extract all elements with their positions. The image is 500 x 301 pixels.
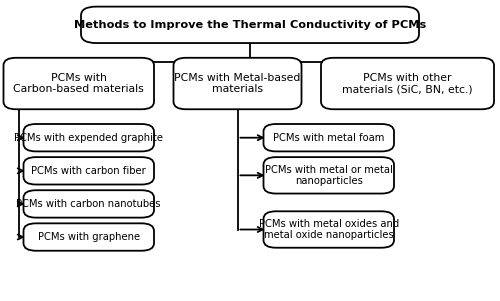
- FancyBboxPatch shape: [264, 157, 394, 194]
- FancyBboxPatch shape: [321, 58, 494, 109]
- Text: PCMs with other
materials (SiC, BN, etc.): PCMs with other materials (SiC, BN, etc.…: [342, 73, 473, 94]
- Text: PCMs with Metal-based
materials: PCMs with Metal-based materials: [174, 73, 300, 94]
- Text: PCMs with graphene: PCMs with graphene: [38, 232, 140, 242]
- FancyBboxPatch shape: [24, 157, 154, 185]
- FancyBboxPatch shape: [264, 211, 394, 248]
- Text: PCMs with metal or metal
nanoparticles: PCMs with metal or metal nanoparticles: [265, 165, 392, 186]
- FancyBboxPatch shape: [24, 190, 154, 218]
- Text: PCMs with carbon fiber: PCMs with carbon fiber: [32, 166, 146, 176]
- FancyBboxPatch shape: [4, 58, 154, 109]
- Text: PCMs with metal oxides and
metal oxide nanoparticles: PCMs with metal oxides and metal oxide n…: [258, 219, 399, 240]
- FancyBboxPatch shape: [264, 124, 394, 151]
- FancyBboxPatch shape: [24, 124, 154, 151]
- Text: PCMs with expended graphite: PCMs with expended graphite: [14, 133, 163, 143]
- Text: PCMs with
Carbon-based materials: PCMs with Carbon-based materials: [14, 73, 144, 94]
- Text: PCMs with metal foam: PCMs with metal foam: [273, 133, 384, 143]
- FancyBboxPatch shape: [24, 223, 154, 251]
- FancyBboxPatch shape: [174, 58, 302, 109]
- FancyBboxPatch shape: [81, 7, 419, 43]
- Text: PCMs with carbon nanotubes: PCMs with carbon nanotubes: [16, 199, 161, 209]
- Text: Methods to Improve the Thermal Conductivity of PCMs: Methods to Improve the Thermal Conductiv…: [74, 20, 426, 30]
